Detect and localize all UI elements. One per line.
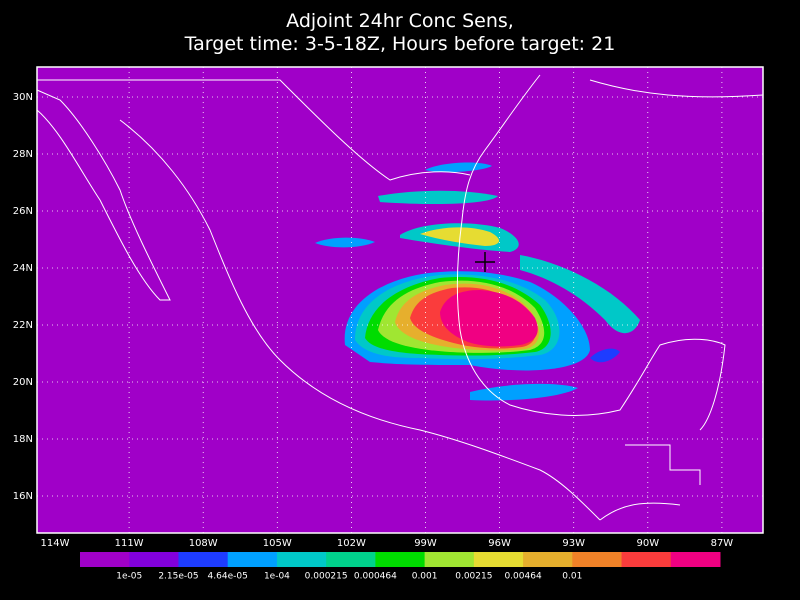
lon-label: 105W <box>263 538 292 549</box>
colorbar-label: 1e-05 <box>116 572 142 582</box>
lat-label: 16N <box>13 491 33 502</box>
lon-label: 87W <box>711 538 734 549</box>
lat-label: 28N <box>13 149 33 160</box>
graticule <box>37 67 763 533</box>
lat-label: 20N <box>13 377 33 388</box>
contour <box>315 237 375 248</box>
lon-label: 102W <box>337 538 366 549</box>
colorbar-label: 0.000464 <box>354 572 397 582</box>
colorbar-box <box>473 552 524 567</box>
colorbar-label: 0.00464 <box>504 572 541 582</box>
contour <box>520 255 640 334</box>
colorbar-box <box>670 552 721 567</box>
colorbar-label: 2.15e-05 <box>158 572 198 582</box>
lon-label: 96W <box>488 538 511 549</box>
colorbar-label: 0.01 <box>562 572 582 582</box>
colorbar-box <box>276 552 327 567</box>
colorbar-box <box>129 552 179 567</box>
colorbar-label: 4.64e-05 <box>208 572 248 582</box>
contour <box>590 348 620 363</box>
lon-label: 90W <box>636 538 659 549</box>
contour <box>378 190 498 204</box>
colorbar-box <box>227 552 278 567</box>
colorbar-box <box>80 552 130 567</box>
title-line: Adjoint 24hr Conc Sens, <box>286 10 514 32</box>
title-line: Target time: 3-5-18Z, Hours before targe… <box>184 33 616 55</box>
axis-labels: 30N 28N 26N 24N 22N 20N 18N 16N 114W 111W 108W 105W… <box>13 92 734 549</box>
colorbar-box <box>523 552 573 567</box>
lon-label: 93W <box>562 538 585 549</box>
contour <box>440 290 538 347</box>
central-america <box>599 444 701 521</box>
lat-label: 22N <box>13 320 33 331</box>
colorbar-box <box>424 552 475 567</box>
gulf-coast <box>456 74 726 431</box>
lon-label: 99W <box>414 538 437 549</box>
lon-label: 111W <box>115 538 144 549</box>
baja-coast <box>36 89 171 301</box>
lon-label: 108W <box>189 538 218 549</box>
colorbar-box <box>572 552 623 567</box>
lat-label: 24N <box>13 263 33 274</box>
colorbar-box <box>326 552 376 567</box>
lat-label: 18N <box>13 434 33 445</box>
colorbar-box <box>621 552 672 567</box>
colorbar: 1e-05 2.15e-05 4.64e-05 1e-04 0.000215 0.0004… <box>80 552 721 582</box>
lon-label: 114W <box>41 538 70 549</box>
colorbar-label: 0.00215 <box>455 572 492 582</box>
lat-label: 30N <box>13 92 33 103</box>
border <box>37 79 764 181</box>
coastlines <box>36 74 764 521</box>
colorbar-box <box>178 552 229 567</box>
map-frame <box>36 66 764 534</box>
colorbar-label: 0.000215 <box>305 572 348 582</box>
lat-label: 26N <box>13 206 33 217</box>
colorbar-label: 1e-04 <box>264 572 290 582</box>
colorbar-box <box>375 552 426 567</box>
pacific-coast <box>119 119 601 521</box>
colorbar-label: 0.001 <box>412 572 438 582</box>
